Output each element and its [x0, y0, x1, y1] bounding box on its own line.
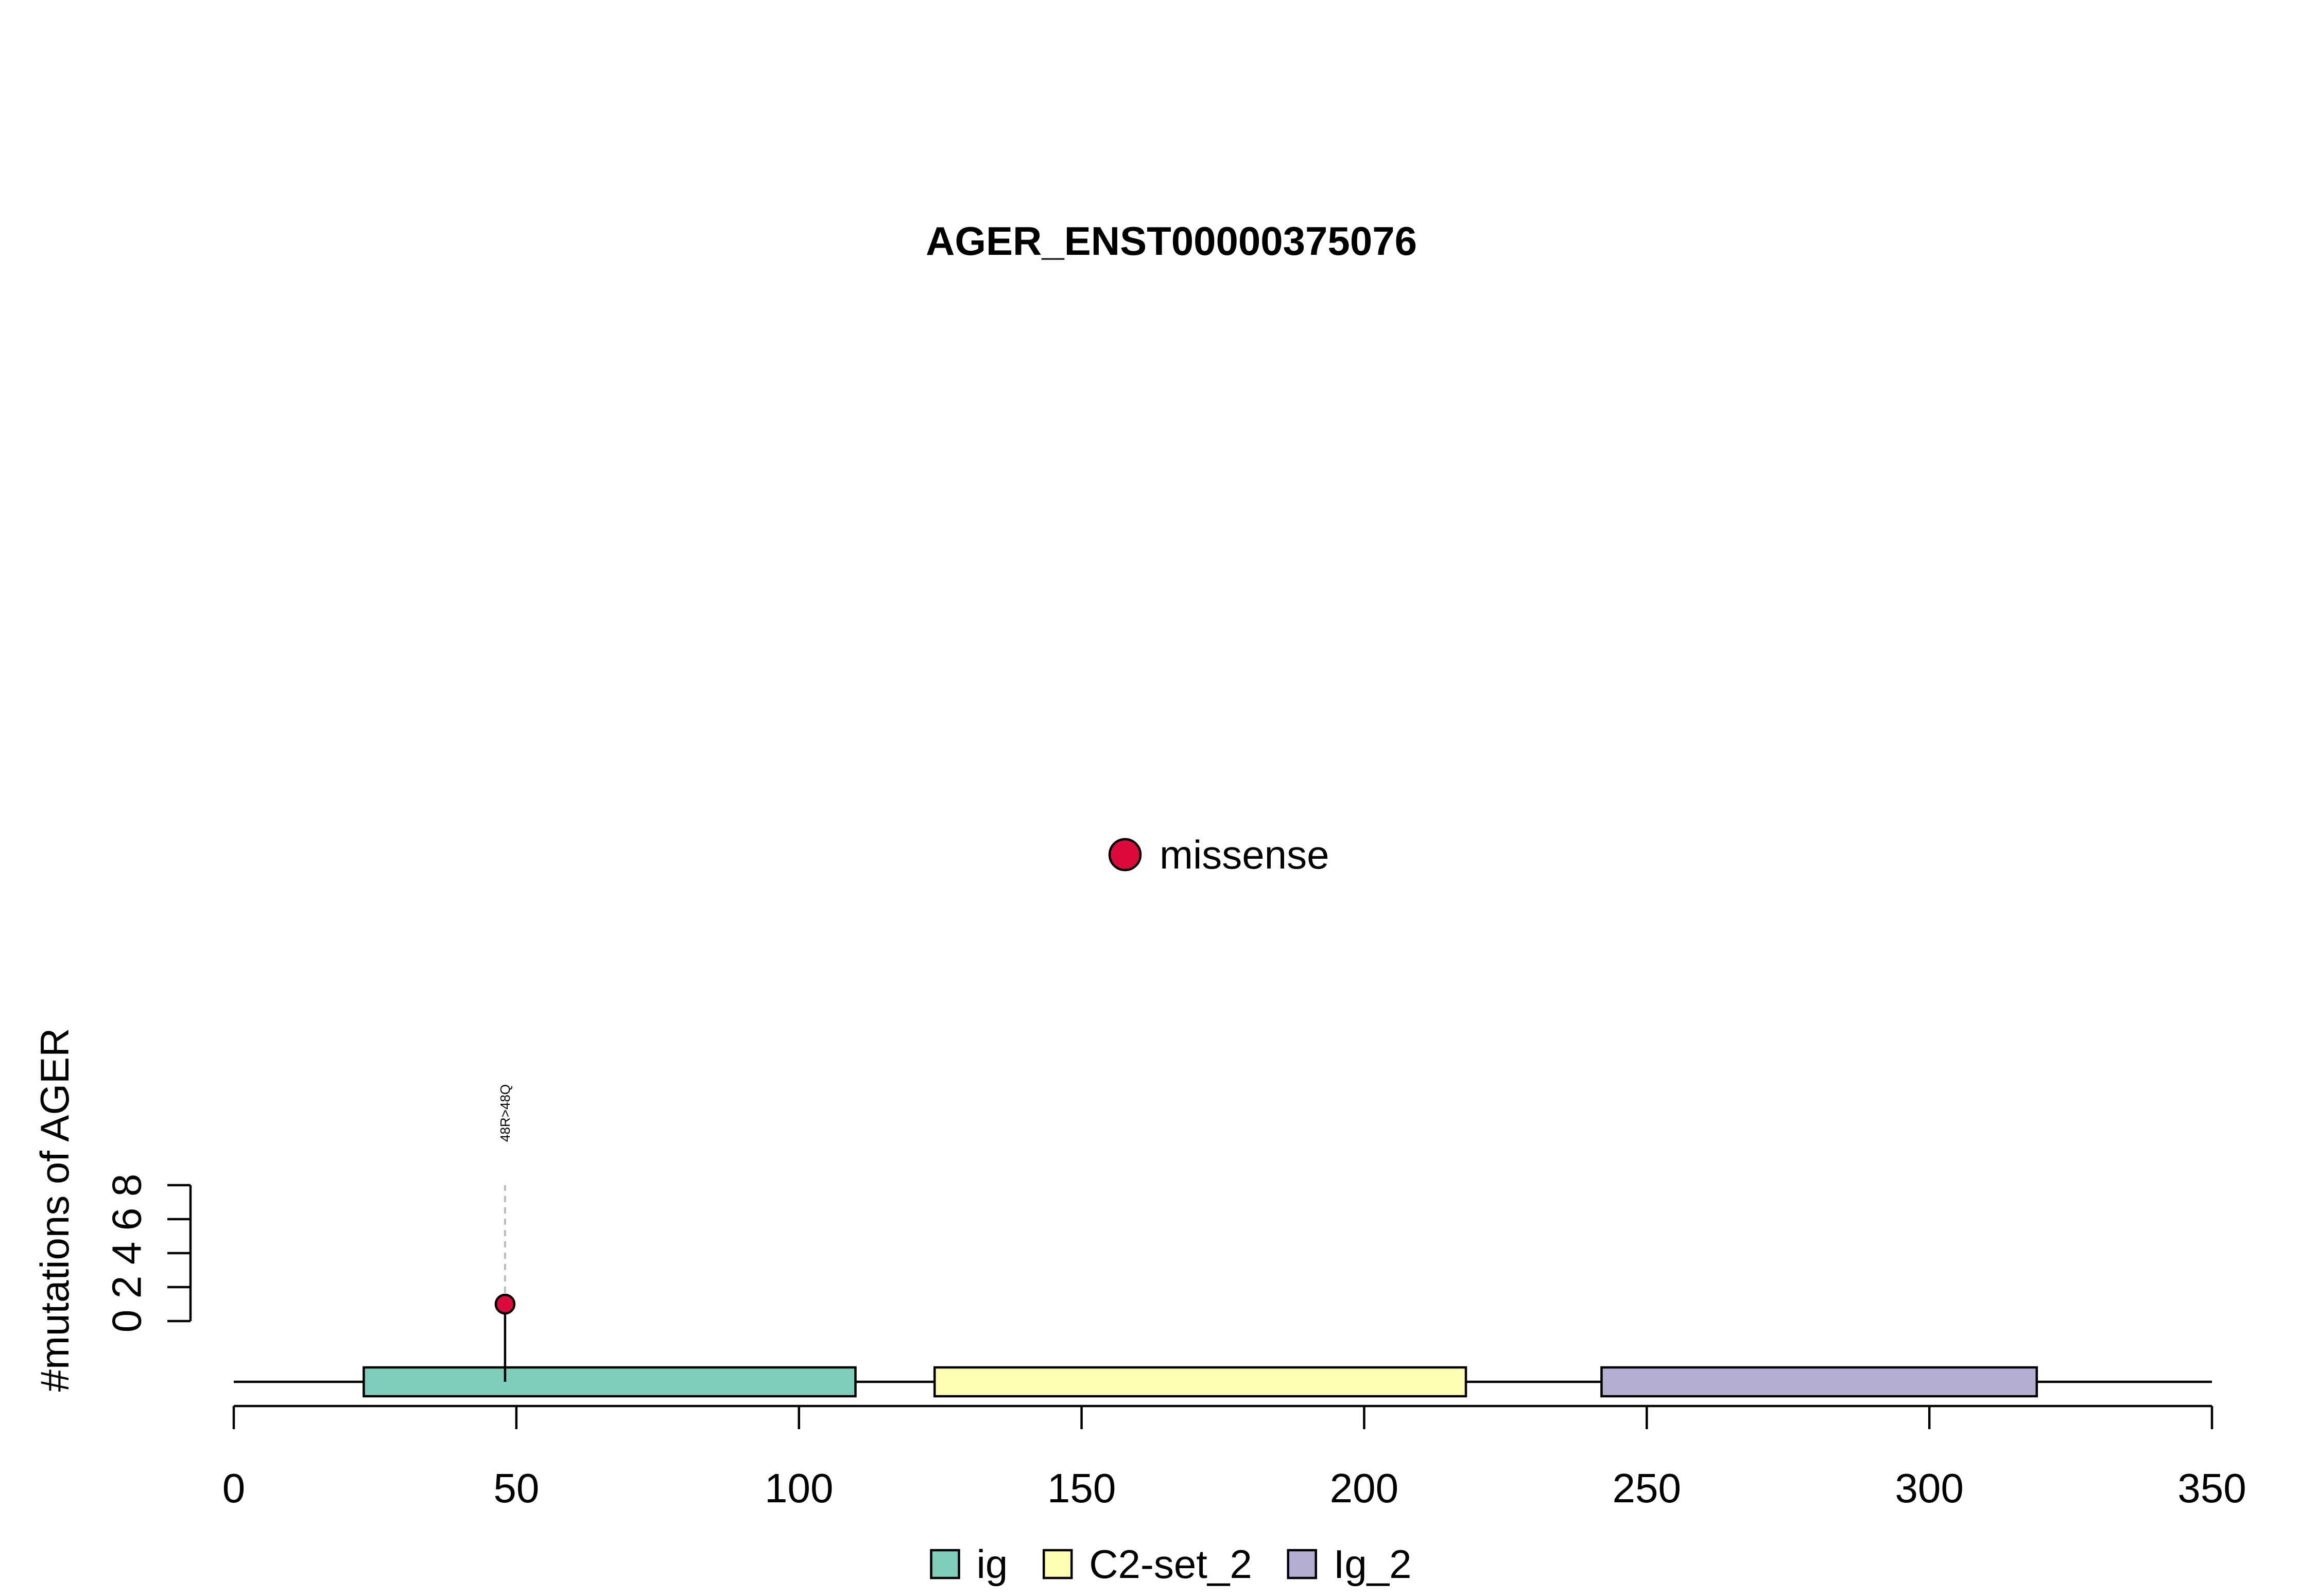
x-tick-label: 100: [765, 1465, 833, 1511]
x-tick-label: 300: [1895, 1465, 1963, 1511]
legend-domain-c2-set_2-swatch: [1042, 1549, 1073, 1580]
legend-missense-label: missense: [1160, 832, 1329, 877]
x-axis: 0 50 100 150 200 250 300 350: [222, 1404, 2246, 1511]
x-tick-label: 250: [1613, 1465, 1681, 1511]
legend-domain-c2-set_2-label: C2-set_2: [1089, 1541, 1252, 1587]
mutation-lollipops: 48R>48Q: [494, 1084, 516, 1382]
mutation-label: 48R>48Q: [497, 1084, 513, 1142]
y-tick-label: 6: [104, 1208, 150, 1231]
x-tick-label: 350: [2177, 1465, 2246, 1511]
y-axis-label: #mutations of AGER: [32, 1028, 77, 1392]
legend-missense-marker: [1108, 838, 1142, 872]
domain-track: [362, 1366, 2038, 1398]
y-tick-label: 4: [104, 1242, 150, 1265]
y-tick-label: 2: [104, 1276, 150, 1299]
domain-ig_2: [1600, 1366, 2038, 1398]
y-tick-label: 0: [104, 1310, 150, 1333]
domain-c2-set_2: [933, 1366, 1467, 1398]
legend-domain-ig_2-swatch: [1287, 1549, 1317, 1580]
y-axis: 0 2 4 6 8: [104, 1174, 192, 1333]
x-tick-label: 50: [493, 1465, 539, 1511]
mutation-type-legend: missense: [1108, 832, 1329, 877]
legend-domain-ig-label: ig: [976, 1541, 1008, 1587]
domain-ig: [362, 1366, 857, 1398]
x-tick-label: 0: [222, 1465, 246, 1511]
domain-legend: ig C2-set_2 Ig_2: [930, 1541, 1412, 1587]
legend-domain-ig_2-label: Ig_2: [1334, 1541, 1412, 1587]
lollipop-head: [494, 1293, 516, 1315]
legend-domain-ig-swatch: [930, 1549, 960, 1580]
x-tick-label: 200: [1330, 1465, 1398, 1511]
x-tick-label: 150: [1047, 1465, 1116, 1511]
chart-title: AGER_ENST00000375076: [926, 218, 1417, 264]
y-tick-label: 8: [104, 1174, 150, 1197]
